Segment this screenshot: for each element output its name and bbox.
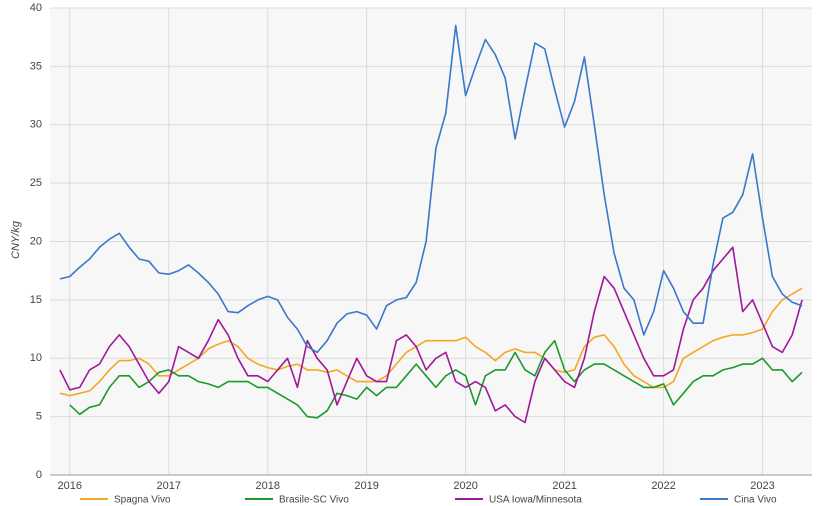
x-tick-label: 2021	[552, 480, 576, 492]
series-line	[59, 24, 803, 354]
x-tick-label: 2020	[453, 480, 477, 492]
x-tick-label: 2019	[354, 480, 378, 492]
legend-label: USA Iowa/Minnesota	[489, 495, 582, 506]
y-tick-label: 25	[30, 177, 42, 189]
y-tick-label: 40	[30, 2, 42, 14]
legend-label: Spagna Vivo	[114, 495, 171, 506]
y-tick-label: 5	[36, 411, 42, 423]
y-tick-label: 10	[30, 352, 42, 364]
y-axis-label: CNY/kg	[10, 220, 22, 259]
y-tick-label: 20	[30, 235, 42, 247]
x-tick-label: 2022	[651, 480, 675, 492]
legend-label: Cina Vivo	[734, 495, 777, 506]
series-line	[59, 287, 803, 397]
x-tick-label: 2017	[157, 480, 181, 492]
legend-label: Brasile-SC Vivo	[279, 495, 349, 506]
y-tick-label: 35	[30, 60, 42, 72]
x-tick-label: 2023	[750, 480, 774, 492]
series-line	[69, 339, 803, 419]
y-tick-label: 30	[30, 119, 42, 131]
y-tick-label: 15	[30, 294, 42, 306]
series-line	[59, 246, 803, 424]
y-tick-label: 0	[36, 469, 42, 481]
x-tick-label: 2016	[58, 480, 82, 492]
x-tick-label: 2018	[255, 480, 279, 492]
